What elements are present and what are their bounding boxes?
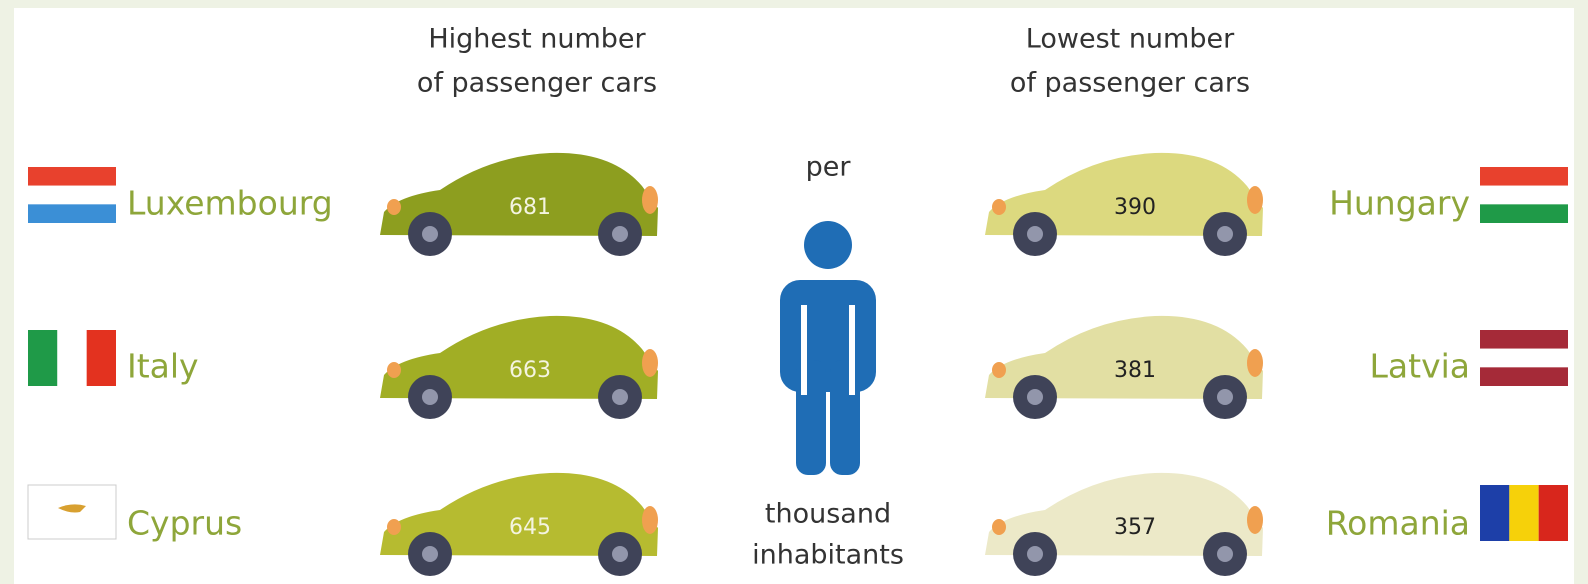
- hub: [1217, 546, 1233, 562]
- car-value: 645: [509, 515, 551, 540]
- flag-stripe: [1480, 167, 1568, 186]
- hub: [1217, 226, 1233, 242]
- headlight: [1247, 349, 1263, 377]
- flag-stripe: [1539, 485, 1568, 541]
- car-value: 663: [509, 358, 551, 383]
- right-title: Lowest number: [1026, 24, 1235, 55]
- flag-stripe: [28, 204, 116, 223]
- page: Highest number of passenger cars Lowest …: [0, 0, 1588, 584]
- country-name: Cyprus: [127, 504, 242, 543]
- car-value: 357: [1114, 515, 1156, 540]
- taillight: [387, 362, 401, 378]
- per-label: per: [806, 152, 852, 183]
- headlight: [642, 506, 658, 534]
- car-value: 390: [1114, 195, 1156, 220]
- car-value: 681: [509, 195, 551, 220]
- flag-stripe: [1480, 349, 1568, 368]
- flag-stripe: [87, 330, 116, 386]
- flag-stripe: [28, 167, 116, 186]
- hub: [1217, 389, 1233, 405]
- country-name: Hungary: [1329, 184, 1470, 223]
- right-title: of passenger cars: [1010, 68, 1250, 99]
- hub: [612, 546, 628, 562]
- country-name: Romania: [1326, 504, 1470, 543]
- left-title: of passenger cars: [417, 68, 657, 99]
- left-title: Highest number: [428, 24, 646, 55]
- taillight: [387, 199, 401, 215]
- flag-stripe: [1480, 485, 1509, 541]
- country-name: Latvia: [1370, 347, 1470, 386]
- flag-stripe: [1480, 204, 1568, 223]
- hub: [422, 389, 438, 405]
- taillight: [992, 199, 1006, 215]
- taillight: [387, 519, 401, 535]
- headlight: [1247, 186, 1263, 214]
- taillight: [992, 519, 1006, 535]
- country-name: Italy: [127, 347, 199, 386]
- headlight: [1247, 506, 1263, 534]
- flag-stripe: [1480, 186, 1568, 205]
- flag-stripe: [28, 330, 57, 386]
- flag-stripe: [1509, 485, 1538, 541]
- hub: [1027, 226, 1043, 242]
- headlight: [642, 186, 658, 214]
- country-name: Luxembourg: [127, 184, 333, 223]
- car-value: 381: [1114, 358, 1156, 383]
- flag-stripe: [57, 330, 86, 386]
- hub: [1027, 546, 1043, 562]
- infographic: Highest number of passenger cars Lowest …: [0, 0, 1588, 584]
- hub: [612, 389, 628, 405]
- inhabitants-label: inhabitants: [752, 540, 904, 571]
- hub: [612, 226, 628, 242]
- inhabitants-label: thousand: [765, 499, 891, 530]
- hub: [422, 546, 438, 562]
- flag-stripe: [1480, 367, 1568, 386]
- taillight: [992, 362, 1006, 378]
- flag-stripe: [1480, 330, 1568, 349]
- headlight: [642, 349, 658, 377]
- hub: [1027, 389, 1043, 405]
- flag-stripe: [28, 186, 116, 205]
- hub: [422, 226, 438, 242]
